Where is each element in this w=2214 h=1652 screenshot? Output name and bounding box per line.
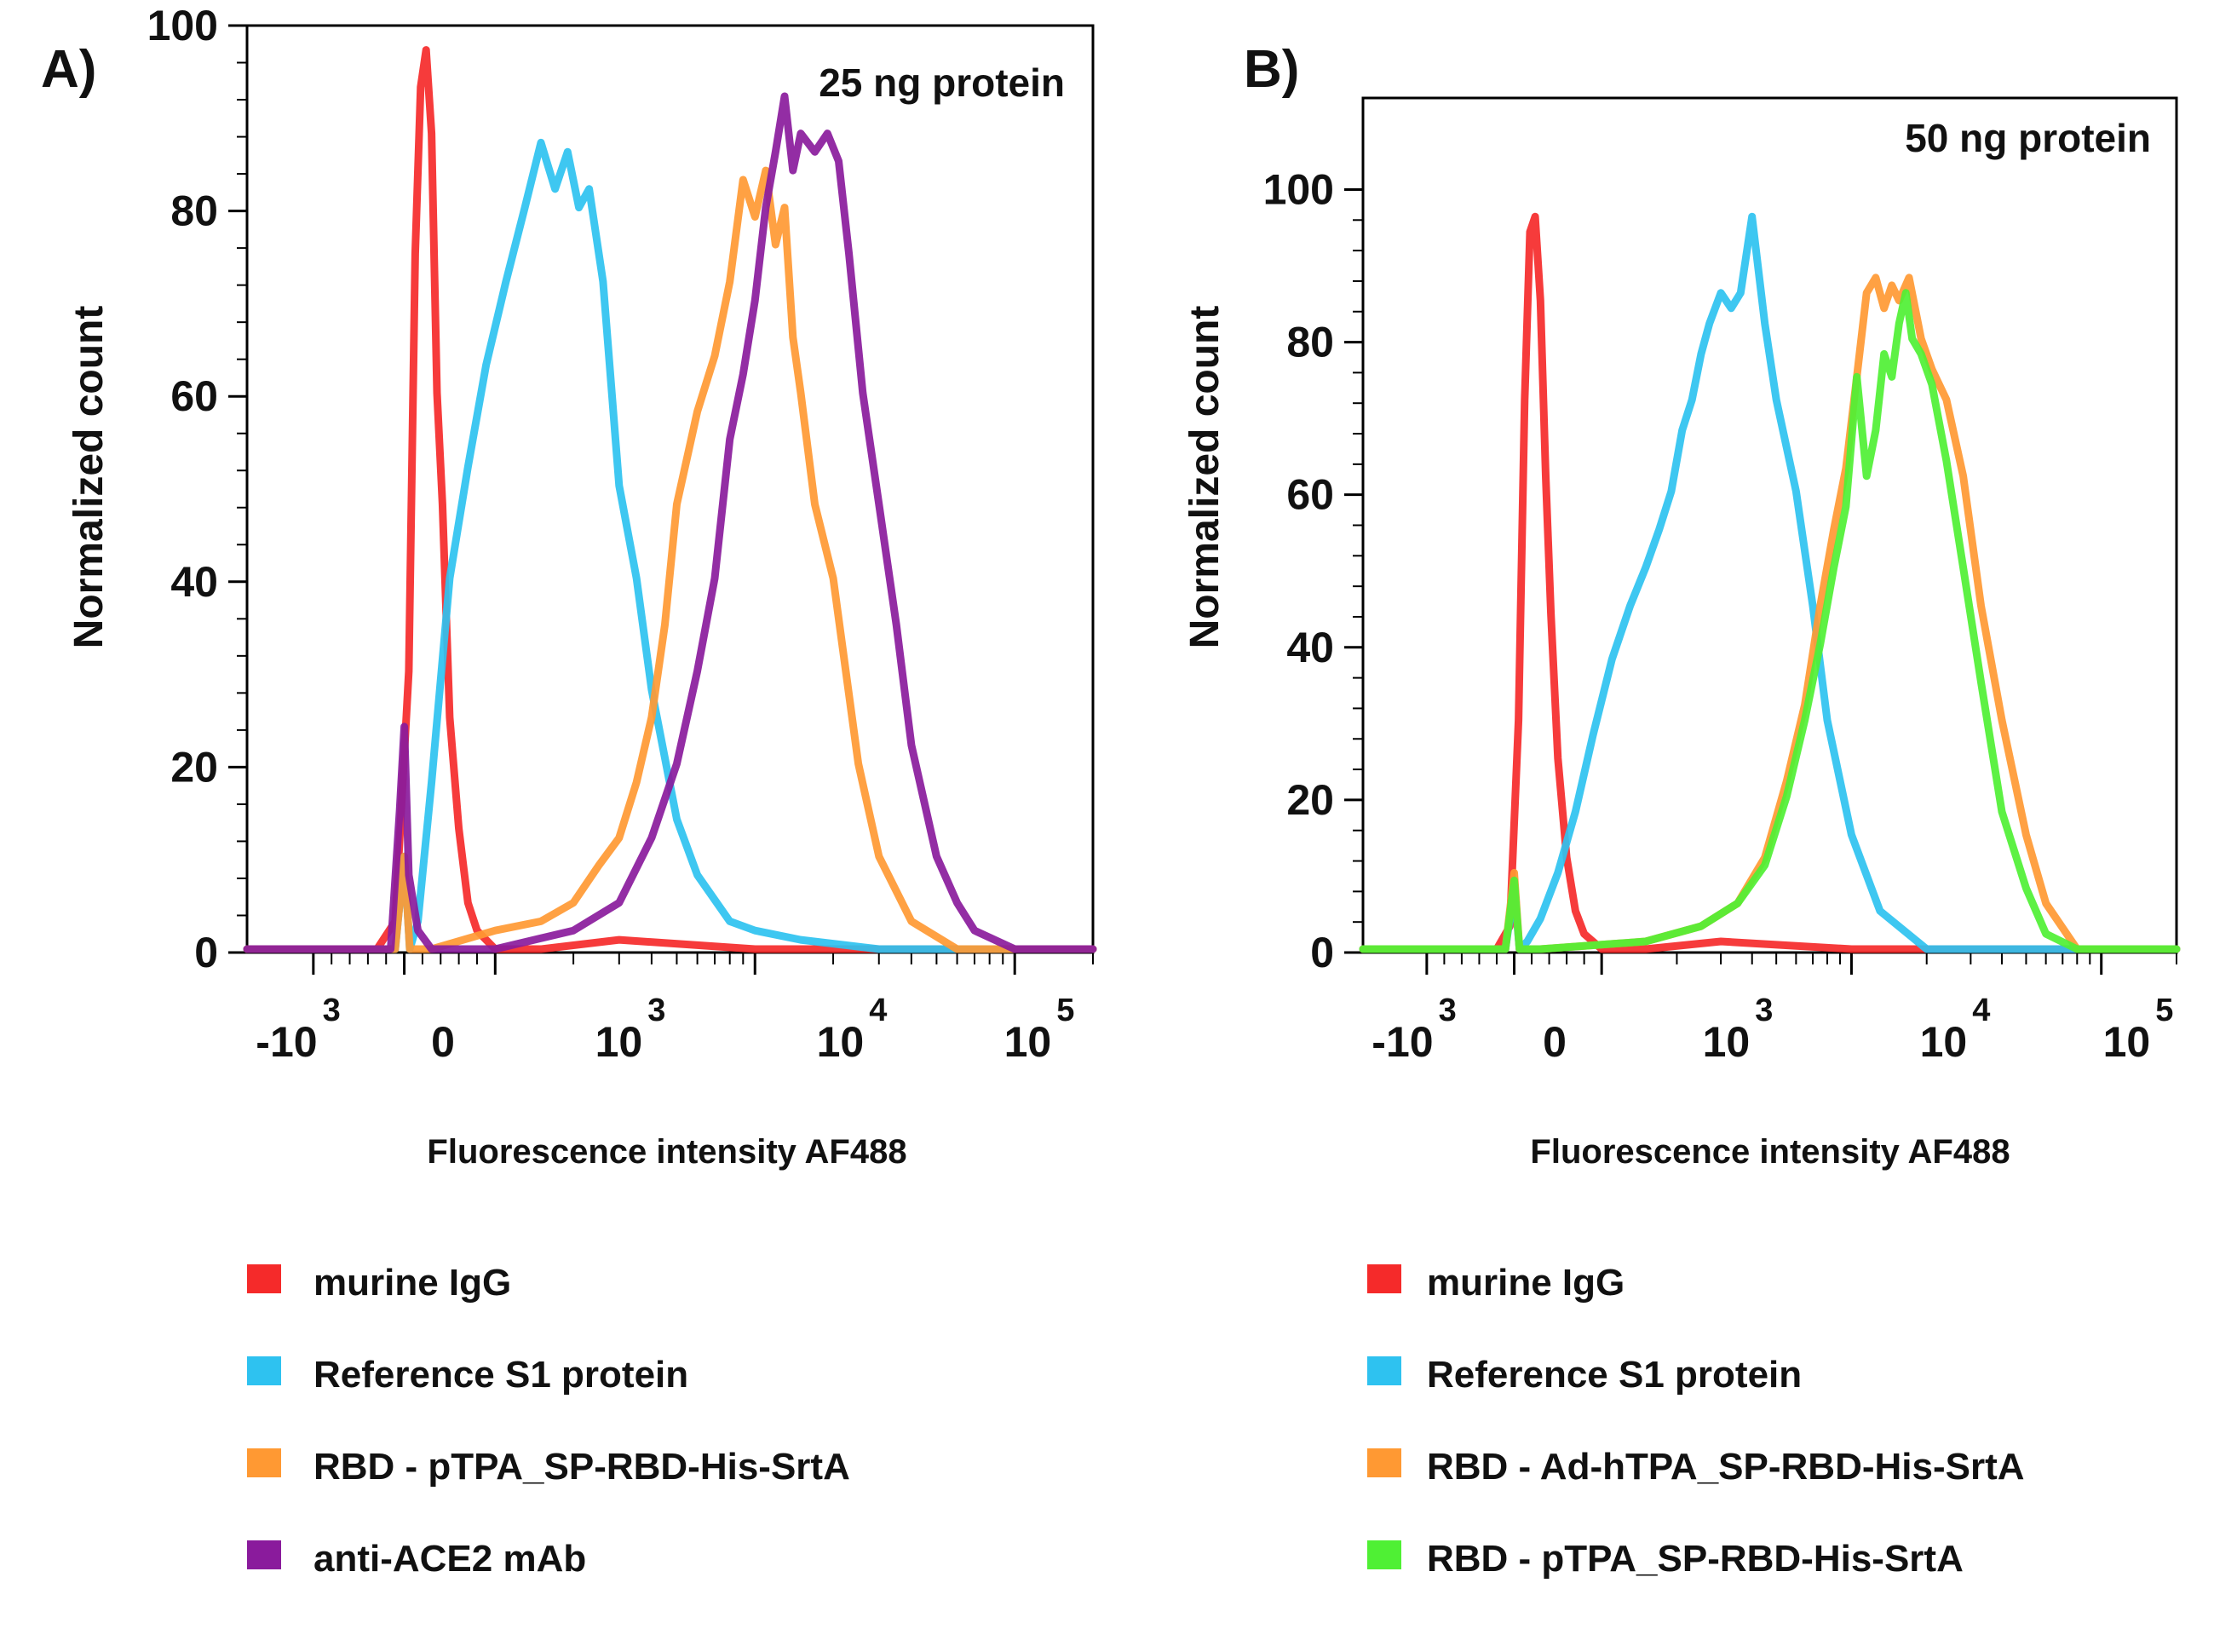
y-tick-label: 80: [1286, 319, 1334, 366]
y-tick-label: 60: [170, 372, 218, 420]
x-tick-label: 105: [1004, 993, 1075, 1066]
x-tick-label: 104: [1920, 993, 1991, 1066]
legend-label: murine IgG: [1427, 1262, 1625, 1304]
x-tick-base: 0: [1543, 1018, 1567, 1066]
x-axis-label: Fluorescence intensity AF488: [427, 1133, 906, 1171]
legend-swatch-rbd-ptpa-sp-rbd-his-srta: [1367, 1540, 1401, 1569]
y-tick-label: 100: [1263, 165, 1334, 213]
x-tick-exponent: 3: [1439, 993, 1457, 1028]
x-tick-base: 10: [1004, 1018, 1052, 1066]
x-tick-label: 0: [1543, 1018, 1567, 1066]
x-tick-exponent: 5: [1056, 993, 1074, 1028]
legend-a: murine IgG Reference S1 protein RBD - pTPA…: [247, 1262, 850, 1580]
y-tick-label: 0: [194, 929, 218, 976]
y-tick-label: 20: [170, 743, 218, 791]
legend-swatch-anti-ace2-mab: [247, 1540, 281, 1569]
x-tick-label: 105: [2103, 993, 2174, 1066]
series-line-rbd-ptpa-sp-rbd-his-srta: [243, 166, 1097, 953]
legend-swatch-murine-igg: [1367, 1264, 1401, 1293]
y-tick-label: 80: [170, 187, 218, 235]
legend-label: RBD - Ad-hTPA_SP-RBD-His-SrtA: [1427, 1446, 2025, 1488]
protein-annotation: 25 ng protein: [819, 60, 1065, 105]
x-tick-label: 104: [817, 993, 888, 1066]
legend-swatch-reference-s1-protein: [247, 1356, 281, 1385]
x-tick-exponent: 5: [2155, 993, 2173, 1028]
x-tick-exponent: 4: [869, 993, 887, 1028]
plot-frame: [245, 24, 1095, 954]
x-tick-base: 10: [1920, 1018, 1968, 1066]
series-line-murine-igg: [1359, 212, 2181, 953]
series-line-rbd-ptpa-sp-rbd-his-srta: [1359, 289, 2181, 953]
x-tick-exponent: 3: [647, 993, 665, 1028]
legend-b: murine IgG Reference S1 protein RBD - Ad-h…: [1367, 1262, 2025, 1580]
legend-swatch-reference-s1-protein: [1367, 1356, 1401, 1385]
x-tick-exponent: 4: [1972, 993, 1990, 1028]
x-tick-label: -103: [1372, 993, 1456, 1066]
y-tick-label: 60: [1286, 471, 1334, 519]
panel-label: B): [1244, 40, 1299, 99]
y-axis-label: Normalized count: [1182, 306, 1228, 649]
x-axis-label: Fluorescence intensity AF488: [1530, 1133, 2010, 1171]
legend-label: Reference S1 protein: [1427, 1354, 1802, 1396]
x-tick-base: 10: [2103, 1018, 2151, 1066]
series-line-reference-s1-protein: [1359, 212, 2181, 953]
y-tick-label: 0: [1310, 929, 1334, 976]
legend-label: Reference S1 protein: [313, 1354, 688, 1396]
y-tick-label: 20: [1286, 776, 1334, 824]
series-line-murine-igg: [243, 46, 1097, 953]
y-tick-label: 40: [170, 558, 218, 606]
x-tick-base: 10: [1703, 1018, 1751, 1066]
x-tick-exponent: 3: [323, 993, 341, 1028]
x-tick-base: -10: [1372, 1018, 1433, 1066]
x-tick-label: 103: [1703, 993, 1774, 1066]
legend-swatch-murine-igg: [247, 1264, 281, 1293]
legend-swatch-rbd-ad-htpa-sp-rbd-his-srta: [1367, 1448, 1401, 1477]
protein-annotation: 50 ng protein: [1905, 116, 2151, 160]
legend-label: murine IgG: [313, 1262, 511, 1304]
x-tick-label: -103: [256, 993, 340, 1066]
x-tick-exponent: 3: [1755, 993, 1773, 1028]
x-tick-base: -10: [256, 1018, 317, 1066]
series-line-anti-ace2-mab: [243, 92, 1097, 953]
x-tick-base: 0: [431, 1018, 455, 1066]
series-line-reference-s1-protein: [243, 138, 1097, 953]
y-tick-label: 100: [147, 2, 218, 49]
legend-label: RBD - pTPA_SP-RBD-His-SrtA: [1427, 1538, 1964, 1580]
legend-label: RBD - pTPA_SP-RBD-His-SrtA: [313, 1446, 850, 1488]
plot-frame: [1361, 96, 2178, 954]
x-tick-base: 10: [817, 1018, 865, 1066]
x-tick-label: 103: [595, 993, 666, 1066]
legend-label: anti-ACE2 mAb: [313, 1538, 586, 1580]
y-tick-label: 40: [1286, 624, 1334, 671]
x-tick-base: 10: [595, 1018, 643, 1066]
legend-swatch-rbd-ptpa-sp-rbd-his-srta: [247, 1448, 281, 1477]
x-tick-label: 0: [431, 1018, 455, 1066]
y-axis-label: Normalized count: [66, 306, 112, 649]
panel-label: A): [41, 40, 96, 99]
